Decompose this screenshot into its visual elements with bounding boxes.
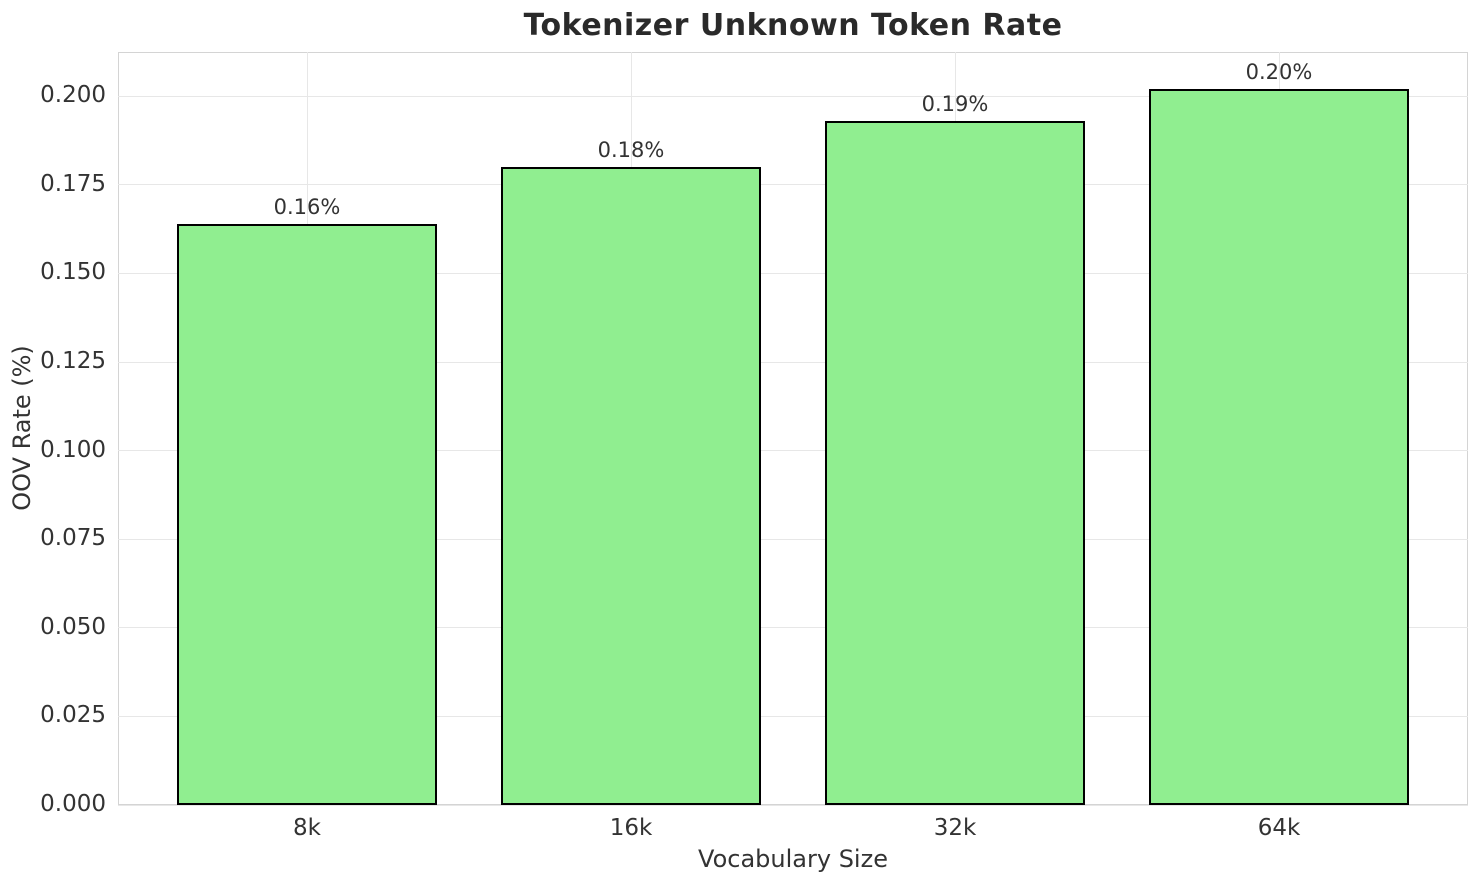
y-tick-label: 0.150 [40, 259, 106, 286]
x-tick-label: 64k [1257, 815, 1301, 841]
y-gridline [118, 184, 1468, 186]
bar-16k [501, 167, 761, 805]
y-gridline [118, 538, 1468, 540]
x-axis-label: Vocabulary Size [698, 845, 888, 873]
y-gridline [118, 804, 1468, 806]
bar-value-label: 0.20% [1245, 60, 1313, 85]
bar-8k [177, 223, 437, 805]
y-tick-label: 0.025 [40, 702, 106, 729]
y-gridline [118, 715, 1468, 717]
y-gridline [118, 272, 1468, 274]
bar-32k [825, 121, 1085, 805]
bar-value-label: 0.19% [921, 92, 989, 117]
y-tick-label: 0.075 [40, 525, 106, 552]
x-tick-label: 16k [609, 815, 653, 841]
bar-64k [1149, 89, 1409, 805]
chart-title: Tokenizer Unknown Token Rate [523, 8, 1063, 43]
x-tick-label: 8k [293, 815, 321, 841]
x-tick-label: 32k [933, 815, 977, 841]
y-gridline [118, 361, 1468, 363]
y-gridline [118, 450, 1468, 452]
y-tick-label: 0.000 [40, 791, 106, 817]
y-gridline [118, 627, 1468, 629]
y-tick-label: 0.175 [40, 170, 106, 197]
y-gridline [118, 95, 1468, 97]
bar-value-label: 0.16% [273, 194, 341, 219]
y-tick-label: 0.125 [40, 348, 106, 375]
y-tick-label: 0.200 [40, 82, 106, 109]
y-tick-label: 0.050 [40, 613, 106, 640]
bar-value-label: 0.18% [597, 138, 665, 163]
y-tick-label: 0.100 [40, 436, 106, 463]
